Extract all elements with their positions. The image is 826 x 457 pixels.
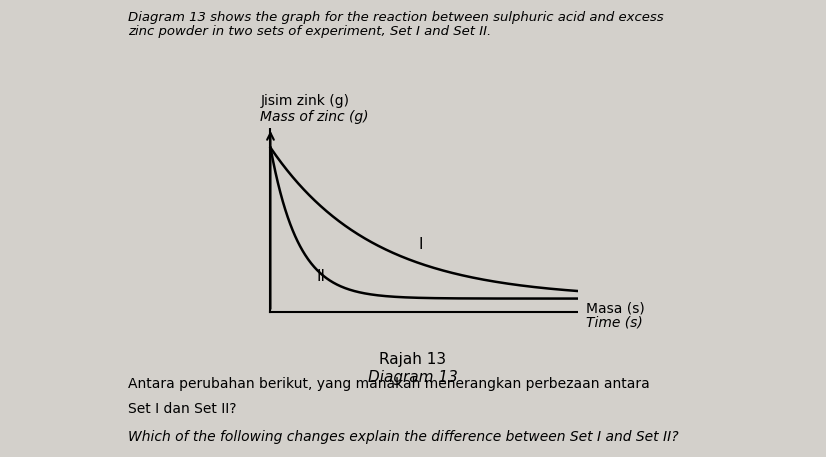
Text: zinc powder in two sets of experiment, Set I and Set II.: zinc powder in two sets of experiment, S… <box>128 25 491 38</box>
Text: II: II <box>316 269 325 283</box>
Text: Masa (s): Masa (s) <box>586 302 645 315</box>
Text: Time (s): Time (s) <box>586 315 643 329</box>
Text: Which of the following changes explain the difference between Set I and Set II?: Which of the following changes explain t… <box>128 430 679 444</box>
Text: Rajah 13: Rajah 13 <box>379 352 447 367</box>
Text: Mass of zinc (g): Mass of zinc (g) <box>260 110 368 124</box>
Text: Diagram 13 shows the graph for the reaction between sulphuric acid and excess: Diagram 13 shows the graph for the react… <box>128 11 663 24</box>
Text: Jisim zink (g): Jisim zink (g) <box>260 94 349 108</box>
Text: I: I <box>418 237 423 252</box>
Text: Diagram 13: Diagram 13 <box>368 370 458 385</box>
Text: Set I dan Set II?: Set I dan Set II? <box>128 402 236 416</box>
Text: Antara perubahan berikut, yang manakah menerangkan perbezaan antara: Antara perubahan berikut, yang manakah m… <box>128 377 650 391</box>
